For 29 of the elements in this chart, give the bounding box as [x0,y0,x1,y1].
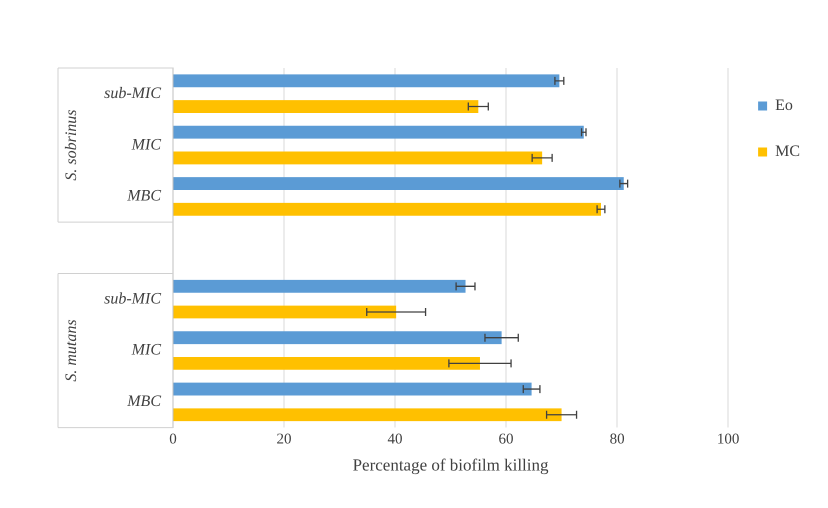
y-tick-label: MBC [126,393,162,410]
bar [174,100,478,113]
bar [174,177,624,190]
x-tick-label: 40 [388,432,403,448]
x-tick-label: 100 [716,432,740,448]
text: S. sobrinus [63,109,80,181]
bar [174,151,542,164]
y-tick-label: MIC [130,136,162,154]
y-tick-label: MIC [130,342,162,359]
bar [174,356,480,370]
bar [174,306,396,318]
text: S. mutans [63,319,80,382]
bar [174,382,532,396]
y-tick-label: MBC [126,188,162,205]
x-tick-label: 0 [169,432,177,448]
bar [174,74,560,88]
bar [174,408,562,422]
y-tick-label: sub-MIC [104,84,162,102]
x-tick-label: 80 [610,432,625,448]
legend-label: MC [775,143,800,160]
bar [174,331,502,344]
bar [174,126,584,139]
bar [174,280,466,293]
legend-label: Eo [775,97,793,114]
x-tick-label: 60 [498,432,514,448]
y-tick-label: sub-MIC [104,290,162,308]
x-tick-label: 20 [276,432,292,448]
x-axis-title: Percentage of biofilm killing [352,455,550,474]
bar [174,202,601,216]
